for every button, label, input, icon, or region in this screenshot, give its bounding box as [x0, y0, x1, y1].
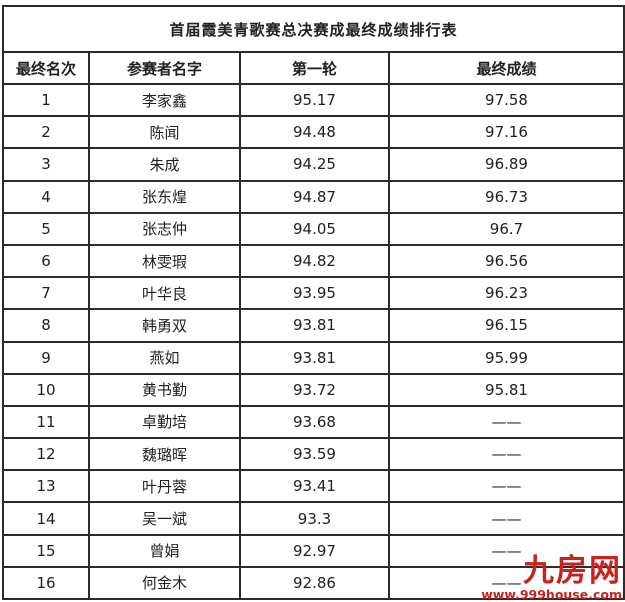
table-row: 14 吴一斌 93.3 ——	[2, 501, 625, 536]
final-cell: ——	[387, 437, 625, 472]
final-cell: ——	[387, 404, 625, 440]
page-title: 首届霞美青歌赛总决赛成最终成绩排行表	[1, 5, 625, 53]
round1-cell: 93.3	[239, 501, 390, 536]
table-row: 5 张志仲 94.05 96.7	[2, 211, 625, 246]
final-cell: 97.58	[387, 82, 625, 118]
table-row: 10 黄书勤 93.72 95.81	[2, 372, 625, 407]
table-row: 7 叶华良 93.95 96.23	[2, 276, 625, 311]
rank-cell: 4	[2, 179, 90, 214]
col-header-rank: 最终名次	[2, 51, 90, 85]
ranking-sheet: 首届霞美青歌赛总决赛成最终成绩排行表 最终名次 参赛者名字 第一轮 最终成绩 1…	[1, 5, 625, 601]
name-cell: 吴一斌	[88, 501, 241, 536]
name-cell: 曾娟	[88, 533, 241, 568]
round1-cell: 94.87	[239, 179, 390, 214]
final-cell: 95.81	[387, 372, 625, 407]
final-cell: ——	[387, 565, 625, 601]
header-row: 最终名次 参赛者名字 第一轮 最终成绩	[2, 51, 625, 85]
name-cell: 陈闻	[88, 115, 241, 150]
round1-cell: 92.86	[239, 565, 390, 601]
round1-cell: 93.59	[239, 437, 390, 472]
name-cell: 张志仲	[88, 211, 241, 246]
rank-cell: 14	[2, 501, 90, 536]
round1-cell: 93.81	[239, 308, 390, 343]
name-cell: 韩勇双	[88, 308, 241, 343]
results-table-body: 1 李家鑫 95.17 97.58 2 陈闻 94.48 97.16 3 朱成 94.25 96.89…	[2, 82, 625, 601]
rank-cell: 3	[2, 147, 90, 182]
table-row: 9 燕如 93.81 95.99	[2, 340, 625, 375]
final-cell: ——	[387, 533, 625, 568]
rank-cell: 13	[2, 469, 90, 504]
table-row: 4 张东煌 94.87 96.73	[2, 179, 625, 214]
results-table: 首届霞美青歌赛总决赛成最终成绩排行表 最终名次 参赛者名字 第一轮 最终成绩 1…	[1, 5, 625, 601]
round1-cell: 95.17	[239, 82, 390, 118]
final-cell: 95.99	[387, 340, 625, 375]
title-row: 首届霞美青歌赛总决赛成最终成绩排行表	[1, 5, 625, 53]
rank-cell: 7	[2, 276, 90, 311]
rank-cell: 15	[2, 533, 90, 568]
table-row: 1 李家鑫 95.17 97.58	[2, 82, 625, 118]
name-cell: 燕如	[88, 340, 241, 375]
final-cell: 96.89	[387, 147, 625, 182]
final-cell: 97.16	[387, 115, 625, 150]
name-cell: 何金木	[88, 565, 241, 601]
name-cell: 黄书勤	[88, 372, 241, 407]
final-cell: 96.15	[387, 308, 625, 343]
final-cell: 96.23	[387, 276, 625, 311]
rank-cell: 1	[2, 82, 90, 118]
table-row: 13 叶丹蓉 93.41 ——	[2, 469, 625, 504]
final-cell: ——	[387, 501, 625, 536]
rank-cell: 9	[2, 340, 90, 375]
col-header-round1: 第一轮	[239, 51, 390, 85]
table-row: 2 陈闻 94.48 97.16	[2, 115, 625, 150]
table-row: 12 魏璐晖 93.59 ——	[2, 437, 625, 472]
rank-cell: 12	[2, 437, 90, 472]
rank-cell: 16	[2, 565, 90, 601]
final-cell: 96.56	[387, 243, 625, 279]
round1-cell: 94.82	[239, 243, 390, 279]
name-cell: 李家鑫	[88, 82, 241, 118]
table-row: 16 何金木 92.86 ——	[2, 565, 625, 601]
rank-cell: 2	[2, 115, 90, 150]
name-cell: 张东煌	[88, 179, 241, 214]
name-cell: 朱成	[88, 147, 241, 182]
col-header-final: 最终成绩	[387, 51, 625, 85]
final-cell: 96.7	[387, 211, 625, 246]
round1-cell: 94.48	[239, 115, 390, 150]
rank-cell: 10	[2, 372, 90, 407]
table-row: 11 卓勤培 93.68 ——	[2, 404, 625, 440]
rank-cell: 6	[2, 243, 90, 279]
rank-cell: 5	[2, 211, 90, 246]
round1-cell: 92.97	[239, 533, 390, 568]
table-row: 15 曾娟 92.97 ——	[2, 533, 625, 568]
round1-cell: 93.72	[239, 372, 390, 407]
round1-cell: 93.68	[239, 404, 390, 440]
name-cell: 叶丹蓉	[88, 469, 241, 504]
rank-cell: 11	[2, 404, 90, 440]
round1-cell: 94.25	[239, 147, 390, 182]
table-row: 3 朱成 94.25 96.89	[2, 147, 625, 182]
name-cell: 叶华良	[88, 276, 241, 311]
round1-cell: 93.95	[239, 276, 390, 311]
name-cell: 魏璐晖	[88, 437, 241, 472]
name-cell: 林雯瑕	[88, 243, 241, 279]
table-row: 6 林雯瑕 94.82 96.56	[2, 243, 625, 279]
name-cell: 卓勤培	[88, 404, 241, 440]
col-header-name: 参赛者名字	[88, 51, 241, 85]
round1-cell: 94.05	[239, 211, 390, 246]
round1-cell: 93.81	[239, 340, 390, 375]
final-cell: ——	[387, 469, 625, 504]
round1-cell: 93.41	[239, 469, 390, 504]
final-cell: 96.73	[387, 179, 625, 214]
table-row: 8 韩勇双 93.81 96.15	[2, 308, 625, 343]
rank-cell: 8	[2, 308, 90, 343]
